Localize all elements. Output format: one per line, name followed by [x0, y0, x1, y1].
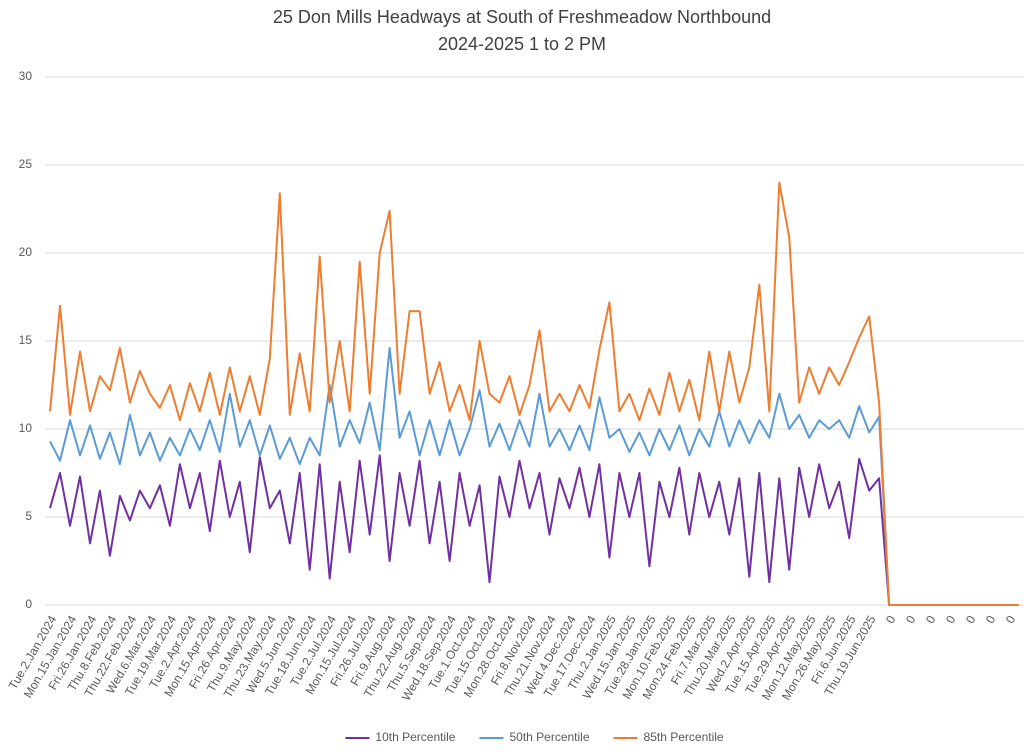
y-tick-label: 30 [19, 69, 33, 83]
x-tick-label: 0 [963, 613, 979, 626]
series-line [49, 454, 1019, 606]
x-tick-label: 0 [903, 613, 919, 626]
y-tick-label: 20 [19, 245, 33, 259]
legend: 10th Percentile 50th Percentile 85th Perce… [345, 730, 724, 744]
y-tick-label: 15 [19, 333, 33, 347]
y-tick-label: 0 [25, 597, 32, 611]
y-tick-label: 10 [19, 421, 33, 435]
x-tick-label: 0 [943, 613, 959, 626]
x-tick-label: 0 [1003, 613, 1019, 626]
series-line [49, 347, 1019, 606]
x-tick-label: 0 [923, 613, 939, 626]
x-tick-label: 0 [883, 613, 899, 626]
legend-label: 50th Percentile [509, 730, 589, 744]
chart-subtitle: 2024-2025 1 to 2 PM [438, 34, 606, 54]
legend-label: 10th Percentile [375, 730, 455, 744]
series-line [49, 181, 1019, 606]
legend-label: 85th Percentile [644, 730, 724, 744]
y-tick-label: 5 [25, 509, 32, 523]
x-tick-label: 0 [983, 613, 999, 626]
chart-title: 25 Don Mills Headways at South of Freshm… [273, 7, 771, 27]
y-tick-label: 25 [19, 157, 33, 171]
